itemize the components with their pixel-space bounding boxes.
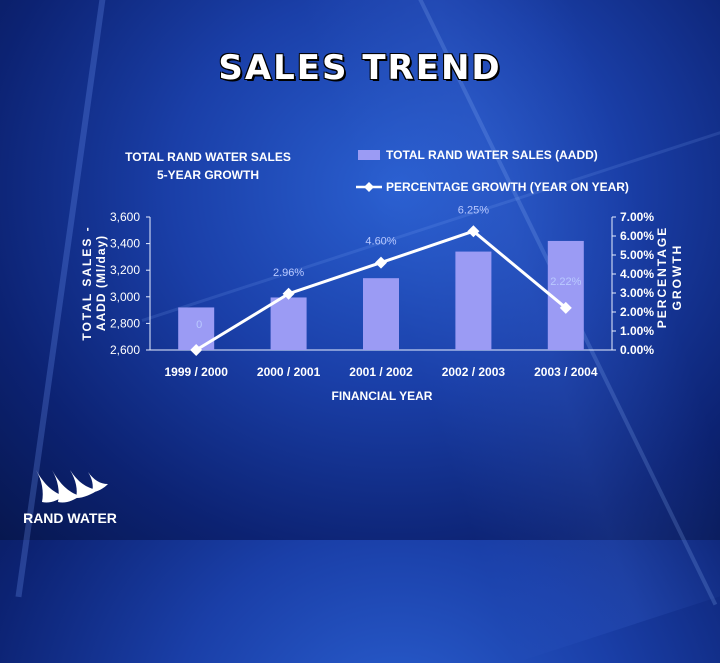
x-axis-title: FINANCIAL YEAR bbox=[332, 389, 433, 403]
category-label: 2002 / 2003 bbox=[442, 365, 506, 379]
sales-bar bbox=[455, 251, 492, 350]
left-tick-label: 3,400 bbox=[110, 237, 140, 251]
legend-line-label: PERCENTAGE GROWTH (YEAR ON YEAR) bbox=[386, 180, 629, 194]
sales-trend-chart: TOTAL RAND WATER SALES 5-YEAR GROWTH TOT… bbox=[80, 148, 684, 403]
growth-data-label: 4.60% bbox=[365, 236, 396, 248]
chart-title-line-1: TOTAL RAND WATER SALES bbox=[125, 150, 291, 164]
growth-marker bbox=[375, 256, 387, 269]
growth-data-label: 0 bbox=[196, 319, 202, 331]
plot-layer: 3,600 3,400 3,200 3,000 2,800 2,600 7.00% 6.00%… bbox=[110, 204, 654, 379]
legend-bar-swatch bbox=[358, 150, 380, 160]
growth-marker bbox=[559, 301, 572, 314]
sales-bar bbox=[547, 240, 584, 350]
category-label: 2000 / 2001 bbox=[257, 365, 321, 379]
right-tick-label: 2.00% bbox=[620, 305, 654, 319]
right-tick-label: 1.00% bbox=[620, 324, 654, 338]
chart-title-line-2: 5-YEAR GROWTH bbox=[157, 168, 259, 182]
sales-bar bbox=[363, 278, 399, 350]
growth-data-label: 6.25% bbox=[458, 204, 489, 216]
left-tick-label: 2,600 bbox=[110, 343, 140, 357]
right-tick-label: 4.00% bbox=[620, 267, 654, 281]
category-label: 2003 / 2004 bbox=[534, 365, 598, 379]
right-tick-label: 6.00% bbox=[620, 229, 654, 243]
right-tick-label: 3.00% bbox=[620, 286, 654, 300]
category-label: 1999 / 2000 bbox=[164, 365, 228, 379]
left-axis-title-line-1: TOTAL SALES - bbox=[80, 225, 94, 340]
left-tick-label: 2,800 bbox=[110, 316, 140, 330]
right-tick-label: 7.00% bbox=[620, 210, 654, 224]
growth-marker bbox=[467, 225, 480, 238]
slide-title: SALES TREND bbox=[218, 48, 502, 88]
growth-data-label: 2.96% bbox=[273, 267, 304, 279]
sales-bar bbox=[270, 297, 307, 350]
right-axis-title-line-1: PERCENTAGE bbox=[655, 226, 669, 328]
growth-marker bbox=[282, 287, 295, 300]
left-tick-label: 3,200 bbox=[110, 263, 140, 277]
left-tick-label: 3,600 bbox=[110, 210, 140, 224]
right-tick-label: 5.00% bbox=[620, 248, 654, 262]
legend-line-marker bbox=[364, 182, 374, 192]
left-tick-label: 3,000 bbox=[110, 290, 140, 304]
growth-marker bbox=[190, 344, 203, 356]
water-waves-icon bbox=[36, 470, 108, 503]
legend-bar-label: TOTAL RAND WATER SALES (AADD) bbox=[386, 148, 598, 162]
left-axis-title-line-2: AADD (Ml/day) bbox=[94, 235, 108, 331]
growth-data-label: 2.22% bbox=[550, 276, 581, 288]
category-label: 2001 / 2002 bbox=[349, 365, 413, 379]
rand-water-logo: RAND WATER bbox=[14, 466, 126, 526]
logo-text: RAND WATER bbox=[23, 510, 117, 526]
right-tick-label: 0.00% bbox=[620, 343, 654, 357]
right-axis-title-line-2: GROWTH bbox=[670, 244, 684, 311]
